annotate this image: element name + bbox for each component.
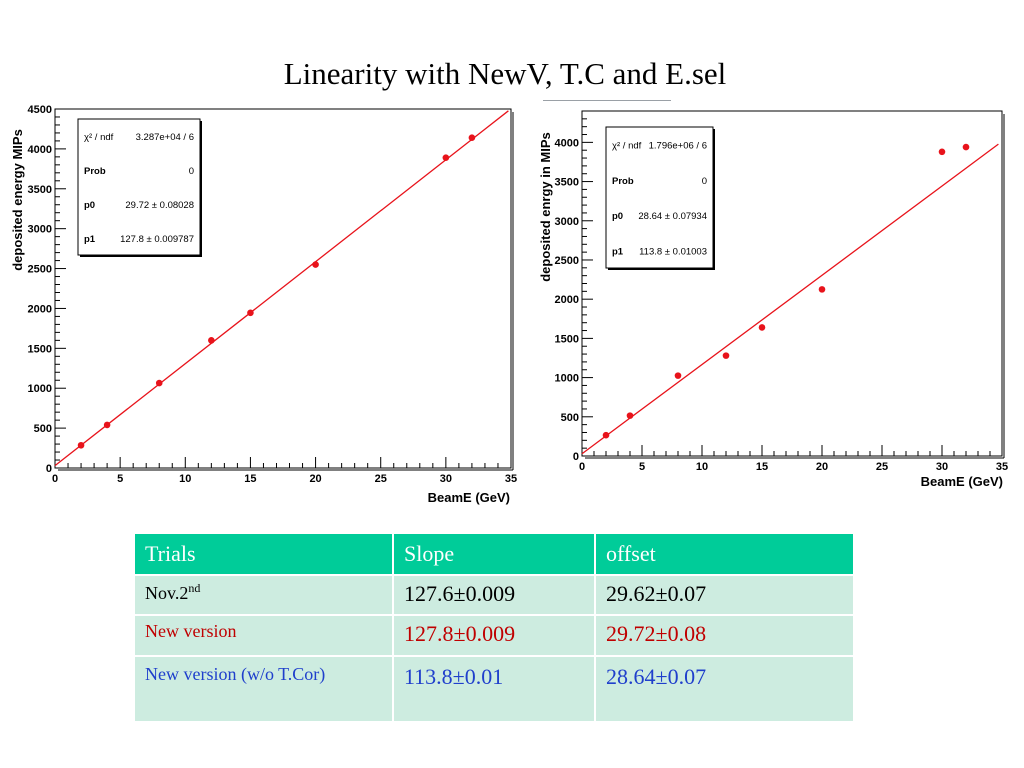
trial-name: Nov.2 (145, 583, 189, 603)
x-tick-label: 10 (696, 461, 708, 473)
stats-value: 0 (702, 176, 707, 187)
stats-value: 3.287e+04 / 6 (136, 132, 194, 143)
stats-value: 1.796e+06 / 6 (649, 141, 707, 152)
stats-label: p1 (612, 246, 624, 257)
data-point (602, 431, 610, 439)
linearity-chart-new-version: 0 5 10 15 20 25 30 35 0 500 1000 1500 2000 2500 3000 35… (10, 104, 517, 505)
header-slope: Slope (392, 532, 596, 576)
y-tick-label: 3500 (28, 184, 52, 196)
y-tick-label: 1500 (28, 343, 52, 355)
data-point (674, 372, 682, 379)
data-point (468, 134, 476, 142)
stats-label: p0 (612, 211, 623, 222)
data-point (247, 309, 254, 317)
x-tick-label: 10 (179, 473, 191, 485)
x-tick-label: 30 (440, 473, 452, 485)
data-point (312, 261, 319, 268)
y-tick-label: 500 (561, 412, 579, 424)
y-axis-label: deposited enrgy in MIPs (538, 132, 553, 282)
data-point (626, 412, 634, 419)
x-tick-label: 15 (756, 461, 768, 473)
results-table: Trials Slope offset Nov.2nd 127.6±0.009 … (133, 532, 855, 723)
stats-box (605, 126, 714, 269)
stats-label: Prob (84, 166, 106, 177)
stats-box (77, 118, 201, 256)
x-axis-label: BeamE (GeV) (428, 490, 510, 505)
cell-offset: 29.62±0.07 (594, 574, 855, 616)
y-tick-label: 500 (34, 423, 52, 435)
y-tick-label: 4000 (555, 137, 579, 149)
y-tick-label: 0 (573, 451, 579, 463)
x-tick-label: 35 (505, 473, 517, 485)
data-point (938, 148, 946, 156)
title-divider (543, 100, 671, 101)
stats-value: 29.72 ± 0.08028 (125, 200, 194, 211)
linearity-chart-without-tcor: 0 5 10 15 20 25 30 35 0 500 1000 1500 2000 2500 3000 35… (538, 110, 1008, 489)
stats-label: χ² / ndf (84, 132, 114, 143)
table-row: Nov.2nd 127.6±0.009 29.62±0.07 (133, 574, 855, 616)
y-tick-label: 4500 (28, 104, 52, 116)
x-tick-label: 0 (579, 461, 585, 473)
y-tick-label: 3000 (28, 224, 52, 236)
cell-trial: Nov.2nd (133, 574, 394, 616)
x-tick-label: 20 (816, 461, 828, 473)
cell-offset: 29.72±0.08 (594, 614, 855, 657)
y-tick-label: 1500 (555, 333, 579, 345)
data-point (155, 379, 163, 387)
data-point (758, 324, 766, 331)
y-tick-label: 1000 (28, 383, 52, 395)
x-tick-label: 25 (375, 473, 387, 485)
y-tick-label: 4000 (28, 144, 52, 156)
data-point (442, 154, 450, 161)
stats-label: p1 (84, 234, 96, 245)
trial-superscript: nd (188, 581, 201, 595)
table-row: New version (w/o T.Cor) 113.8±0.01 28.64… (133, 655, 855, 723)
cell-trial: New version (w/o T.Cor) (133, 655, 394, 723)
fit-line (581, 143, 999, 455)
y-tick-label: 1000 (555, 373, 579, 385)
data-point (103, 421, 111, 429)
cell-slope: 127.6±0.009 (392, 574, 596, 616)
stats-label: p0 (84, 200, 95, 211)
data-point (818, 286, 826, 293)
cell-offset: 28.64±0.07 (594, 655, 855, 723)
x-axis-label: BeamE (GeV) (921, 474, 1003, 489)
y-tick-label: 2500 (555, 255, 579, 267)
stats-label: Prob (612, 176, 634, 187)
header-trials: Trials (133, 532, 394, 576)
header-offset: offset (594, 532, 855, 576)
stats-label: χ² / ndf (612, 141, 642, 152)
slide-title: Linearity with NewV, T.C and E.sel (283, 56, 727, 91)
x-tick-label: 20 (309, 473, 321, 485)
y-tick-label: 0 (46, 463, 52, 475)
y-tick-label: 2000 (28, 303, 52, 315)
fit-line (54, 110, 509, 467)
y-tick-label: 3000 (555, 216, 579, 228)
plot-frame (54, 108, 512, 469)
data-point (77, 441, 85, 449)
x-tick-label: 25 (876, 461, 888, 473)
cell-trial: New version (133, 614, 394, 657)
x-tick-label: 30 (936, 461, 948, 473)
x-tick-label: 5 (117, 473, 123, 485)
y-tick-label: 2000 (555, 294, 579, 306)
x-tick-label: 15 (244, 473, 256, 485)
table-row: New version 127.8±0.009 29.72±0.08 (133, 614, 855, 657)
y-tick-label: 3500 (555, 177, 579, 189)
stats-value: 28.64 ± 0.07934 (638, 211, 707, 222)
x-tick-label: 5 (639, 461, 645, 473)
table-header-row: Trials Slope offset (133, 532, 855, 576)
stats-value: 0 (189, 166, 194, 177)
stats-value: 113.8 ± 0.01003 (639, 246, 707, 257)
data-point (962, 143, 970, 151)
data-point (722, 352, 730, 359)
x-tick-label: 0 (52, 473, 58, 485)
cell-slope: 113.8±0.01 (392, 655, 596, 723)
data-point (208, 337, 215, 344)
x-tick-label: 35 (996, 461, 1008, 473)
y-tick-label: 2500 (28, 264, 52, 276)
y-axis-label: deposited energy MIPs (10, 129, 25, 271)
stats-value: 127.8 ± 0.009787 (120, 234, 194, 245)
cell-slope: 127.8±0.009 (392, 614, 596, 657)
